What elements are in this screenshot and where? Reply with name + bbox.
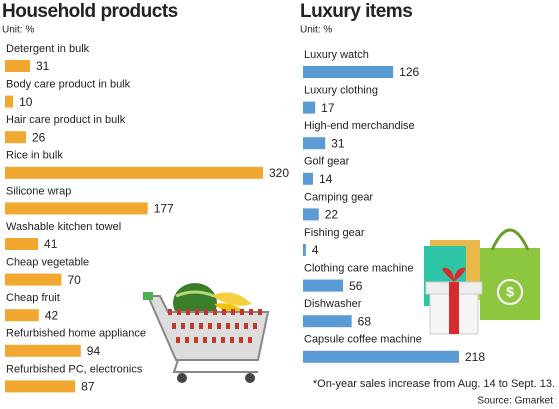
category-label: Detergent in bulk <box>6 43 90 55</box>
value-label: 4 <box>312 243 319 257</box>
category-label: Body care product in bulk <box>6 79 131 91</box>
category-label: Golf gear <box>304 156 350 168</box>
bar <box>303 350 459 363</box>
bar <box>303 244 306 256</box>
value-label: 320 <box>269 166 289 180</box>
category-label: Cheap fruit <box>6 292 60 304</box>
bar <box>303 279 344 292</box>
value-label: 177 <box>154 202 174 216</box>
value-label: 87 <box>81 380 95 394</box>
bar <box>5 309 39 322</box>
category-label: Washable kitchen towel <box>6 221 121 233</box>
category-label: Luxury clothing <box>304 85 378 97</box>
chart-title: Luxury items <box>300 1 412 22</box>
value-label: 31 <box>36 59 50 73</box>
bar <box>5 95 14 108</box>
category-label: Clothing care machine <box>304 263 413 275</box>
value-label: 41 <box>44 237 58 251</box>
bar <box>303 66 394 78</box>
footnote: *On-year sales increase from Aug. 14 to … <box>313 378 555 390</box>
category-label: Capsule coffee machine <box>304 334 422 346</box>
category-label: Luxury watch <box>304 49 369 61</box>
category-label: Rice in bulk <box>6 150 63 162</box>
bar <box>303 137 326 150</box>
bar <box>5 238 39 250</box>
source: Source: Gmarket <box>477 396 553 407</box>
bar <box>5 344 81 357</box>
category-label: Fishing gear <box>304 227 365 239</box>
value-label: 14 <box>319 172 333 186</box>
cart-illustration <box>143 283 270 383</box>
value-label: 26 <box>32 130 46 144</box>
category-label: Refurbished home appliance <box>6 328 146 340</box>
category-label: Cheap vegetable <box>6 257 89 269</box>
unit-label: Unit: % <box>2 25 34 36</box>
bar <box>5 380 76 393</box>
gift-illustration: $ <box>424 228 540 335</box>
bar <box>5 273 62 286</box>
value-label: 70 <box>67 273 81 287</box>
bar <box>303 208 319 221</box>
value-label: 17 <box>321 101 335 115</box>
bar <box>5 131 26 144</box>
value-label: 126 <box>399 65 419 79</box>
bar <box>303 101 316 114</box>
dollar-icon: $ <box>506 284 514 300</box>
category-label: High-end merchandise <box>304 120 415 132</box>
bar <box>5 202 148 215</box>
bar <box>303 172 314 185</box>
value-label: 22 <box>325 208 339 222</box>
category-label: Hair care product in bulk <box>6 114 126 126</box>
value-label: 31 <box>331 136 345 150</box>
value-label: 68 <box>358 314 372 328</box>
bar <box>303 315 352 328</box>
category-label: Refurbished PC, electronics <box>6 363 143 375</box>
category-label: Silicone wrap <box>6 185 71 197</box>
category-label: Dishwasher <box>304 298 362 310</box>
value-label: 56 <box>349 279 363 293</box>
bar <box>5 60 30 72</box>
value-label: 42 <box>45 308 59 322</box>
value-label: 10 <box>19 95 33 109</box>
value-label: 94 <box>87 344 101 358</box>
chart-title: Household products <box>2 1 178 22</box>
value-label: 218 <box>465 350 485 364</box>
unit-label: Unit: % <box>300 25 332 36</box>
category-label: Camping gear <box>304 191 373 203</box>
bar <box>5 166 263 179</box>
